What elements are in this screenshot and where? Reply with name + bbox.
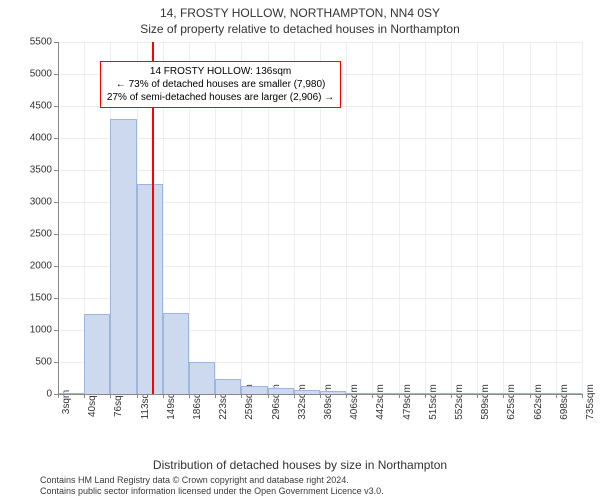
histogram-bar bbox=[241, 386, 267, 394]
x-tick-label: 735sqm bbox=[585, 380, 596, 420]
gridline-v bbox=[372, 42, 373, 394]
x-tick-label: 589sqm bbox=[480, 380, 491, 420]
annotation-line3: 27% of semi-detached houses are larger (… bbox=[107, 91, 334, 104]
gridline-v bbox=[451, 42, 452, 394]
gridline-v bbox=[477, 42, 478, 394]
caption: Contains HM Land Registry data © Crown c… bbox=[40, 475, 594, 498]
plot-area: 0500100015002000250030003500400045005000… bbox=[58, 42, 582, 394]
histogram-bar bbox=[215, 379, 241, 394]
x-tick-label: 3sqm bbox=[61, 386, 72, 414]
caption-line2: Contains public sector information licen… bbox=[40, 486, 594, 498]
histogram-bar bbox=[84, 314, 110, 394]
x-tick-label: 296sqm bbox=[271, 380, 282, 420]
gridline-v bbox=[582, 42, 583, 394]
gridline-v bbox=[503, 42, 504, 394]
histogram-bar bbox=[110, 119, 136, 394]
annotation-line2: ← 73% of detached houses are smaller (7,… bbox=[107, 78, 334, 91]
chart-title-main: 14, FROSTY HOLLOW, NORTHAMPTON, NN4 0SY bbox=[0, 6, 600, 20]
chart-title-sub: Size of property relative to detached ho… bbox=[0, 22, 600, 36]
x-tick-label: 369sqm bbox=[323, 380, 334, 420]
x-tick-label: 442sqm bbox=[375, 380, 386, 420]
x-tick-label: 662sqm bbox=[533, 380, 544, 420]
axis-left bbox=[58, 42, 59, 394]
caption-line1: Contains HM Land Registry data © Crown c… bbox=[40, 475, 594, 487]
histogram-bar bbox=[189, 362, 215, 394]
axis-bottom bbox=[58, 394, 582, 395]
gridline-v bbox=[399, 42, 400, 394]
annotation-box: 14 FROSTY HOLLOW: 136sqm← 73% of detache… bbox=[100, 61, 341, 108]
gridline-v bbox=[530, 42, 531, 394]
x-tick-label: 332sqm bbox=[297, 380, 308, 420]
x-tick-label: 625sqm bbox=[506, 380, 517, 420]
x-axis-label: Distribution of detached houses by size … bbox=[0, 458, 600, 472]
gridline-v bbox=[425, 42, 426, 394]
chart-container: { "titles": { "main": "14, FROSTY HOLLOW… bbox=[0, 0, 600, 500]
annotation-line1: 14 FROSTY HOLLOW: 136sqm bbox=[107, 65, 334, 78]
histogram-bar bbox=[163, 313, 189, 394]
x-tick-label: 479sqm bbox=[402, 380, 413, 420]
gridline-v bbox=[556, 42, 557, 394]
x-tick-label: 406sqm bbox=[349, 380, 360, 420]
histogram-bar bbox=[137, 184, 163, 394]
x-tick-label: 698sqm bbox=[559, 380, 570, 420]
x-tick-label: 515sqm bbox=[428, 380, 439, 420]
gridline-v bbox=[346, 42, 347, 394]
x-tick-label: 552sqm bbox=[454, 380, 465, 420]
x-tick-mark bbox=[582, 394, 583, 398]
